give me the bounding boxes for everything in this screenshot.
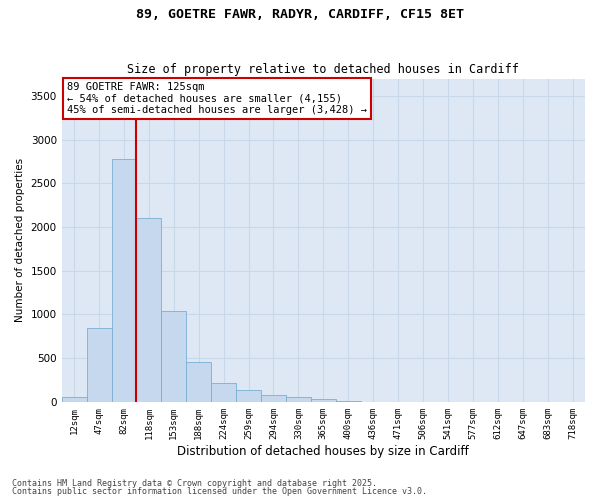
Bar <box>336 400 361 402</box>
Bar <box>112 159 136 402</box>
Bar <box>86 328 112 402</box>
Title: Size of property relative to detached houses in Cardiff: Size of property relative to detached ho… <box>127 63 519 76</box>
Text: Contains HM Land Registry data © Crown copyright and database right 2025.: Contains HM Land Registry data © Crown c… <box>12 478 377 488</box>
Bar <box>136 218 161 402</box>
Bar <box>211 384 236 402</box>
Bar <box>286 397 311 402</box>
Bar <box>186 362 211 402</box>
Text: 89, GOETRE FAWR, RADYR, CARDIFF, CF15 8ET: 89, GOETRE FAWR, RADYR, CARDIFF, CF15 8E… <box>136 8 464 20</box>
Y-axis label: Number of detached properties: Number of detached properties <box>15 158 25 322</box>
Bar <box>236 390 261 402</box>
X-axis label: Distribution of detached houses by size in Cardiff: Distribution of detached houses by size … <box>178 444 469 458</box>
Bar <box>261 396 286 402</box>
Bar <box>311 399 336 402</box>
Bar <box>62 397 86 402</box>
Text: 89 GOETRE FAWR: 125sqm
← 54% of detached houses are smaller (4,155)
45% of semi-: 89 GOETRE FAWR: 125sqm ← 54% of detached… <box>67 82 367 115</box>
Text: Contains public sector information licensed under the Open Government Licence v3: Contains public sector information licen… <box>12 487 427 496</box>
Bar <box>161 311 186 402</box>
